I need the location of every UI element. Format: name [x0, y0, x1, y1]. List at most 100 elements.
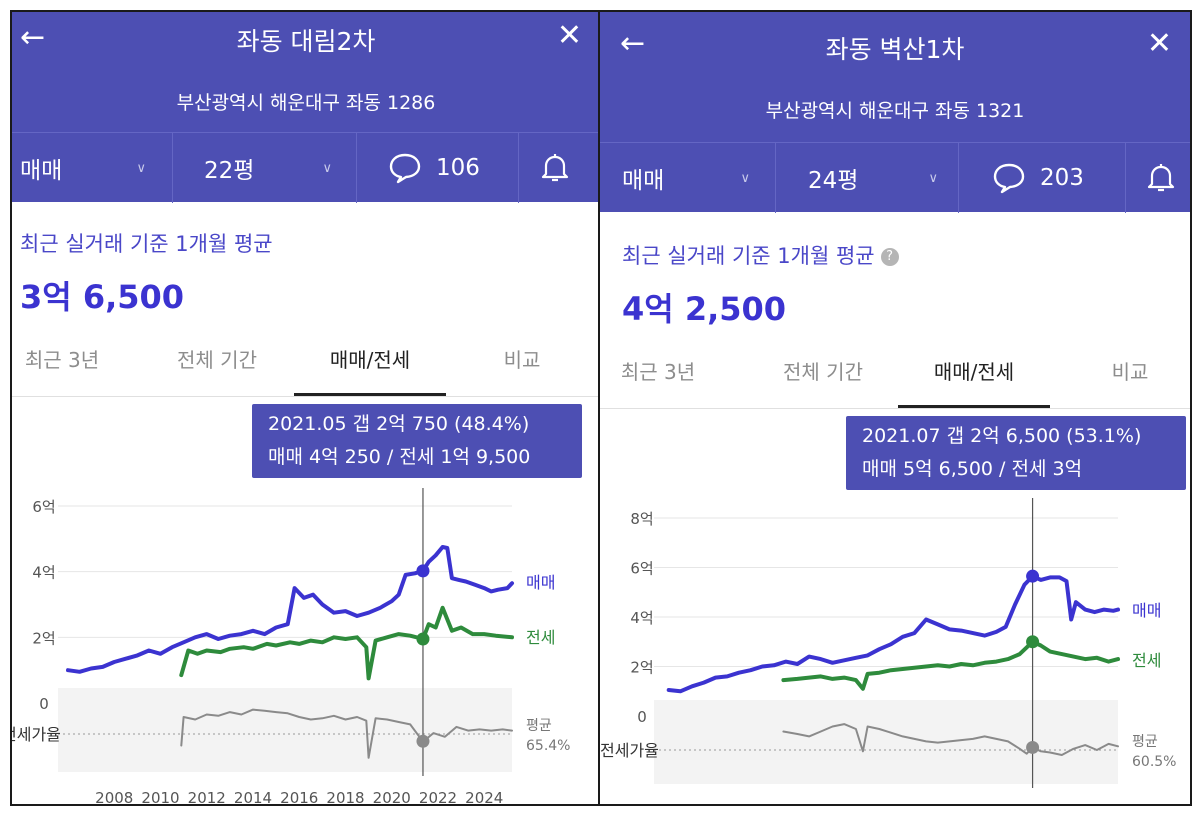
jeonse-ratio-label: 전세가율 — [12, 725, 61, 744]
right-tooltip: 2021.07 갭 2억 6,500 (53.1%) 매매 5억 6,500 /… — [846, 416, 1186, 490]
right-trade-type-select[interactable]: 매매 ∨ — [622, 143, 750, 213]
speech-bubble-icon — [993, 163, 1025, 194]
x-tick-label: 2022 — [419, 789, 457, 804]
jeonse-ratio-line — [180, 708, 513, 759]
right-comment-count: 203 — [1040, 165, 1084, 191]
chevron-down-icon: ∨ — [740, 170, 750, 186]
sale-price-line — [66, 545, 514, 674]
ratio-average-label: 평균 — [1132, 734, 1158, 750]
left-avg-value: 3억 6,500 — [20, 278, 185, 316]
x-tick-label: 2008 — [95, 789, 133, 804]
left-area-select[interactable]: 22평 ∨ — [204, 133, 332, 203]
sale-marker-dot — [1026, 569, 1040, 583]
chevron-down-icon: ∨ — [928, 170, 938, 186]
x-tick-label: 2020 — [373, 789, 411, 804]
right-toolbar: 매매 ∨ 24평 ∨ 203 — [600, 142, 1190, 213]
right-price-chart[interactable]: 02억4억6억8억2006200820102012201420162018202… — [600, 416, 1190, 804]
right-avg-label-text: 최근 실거래 기준 1개월 평균 — [622, 244, 875, 268]
close-icon[interactable]: ✕ — [556, 18, 582, 53]
y-tick-label: 6억 — [630, 560, 653, 578]
y-tick-label: 0 — [637, 708, 647, 726]
x-tick-label: 2018 — [326, 789, 364, 804]
jeonse-price-line — [179, 605, 514, 681]
left-avg-label: 최근 실거래 기준 1개월 평균 — [20, 232, 273, 256]
right-header: ← 좌동 벽산1차 ✕ 부산광역시 해운대구 좌동 1321 매매 ∨ 24평 … — [600, 12, 1190, 213]
tab-sale-jeonse[interactable]: 매매/전세 — [329, 348, 411, 372]
right-comment-button[interactable]: 203 — [992, 143, 1112, 213]
left-area-value: 22평 — [204, 158, 255, 184]
y-tick-label: 4억 — [32, 564, 55, 582]
right-bell-button[interactable] — [1146, 143, 1186, 213]
left-header: ← 좌동 대림2차 ✕ 부산광역시 해운대구 좌동 1286 매매 ∨ 22평 … — [12, 12, 600, 203]
ratio-average-value: 65.4% — [526, 738, 570, 754]
right-area-value: 24평 — [808, 168, 859, 194]
bell-icon — [1147, 164, 1175, 192]
tab-all-period[interactable]: 전체 기간 — [783, 360, 863, 384]
y-tick-label: 6억 — [32, 498, 55, 516]
right-avg-value: 4억 2,500 — [622, 290, 787, 328]
right-trade-type-value: 매매 — [622, 168, 665, 194]
active-tab-underline — [898, 405, 1050, 408]
left-bell-button[interactable] — [540, 133, 580, 203]
tooltip-line2: 매매 5억 6,500 / 전세 3억 — [862, 458, 1083, 480]
ratio-marker-dot — [1026, 740, 1040, 754]
right-address: 부산광역시 해운대구 좌동 1321 — [765, 100, 1025, 122]
jeonse-ratio-label: 전세가율 — [600, 741, 659, 760]
jeonse-marker-dot — [416, 632, 430, 646]
left-comment-button[interactable]: 106 — [388, 133, 508, 203]
tooltip-line2: 매매 4억 250 / 전세 1억 9,500 — [268, 446, 531, 468]
question-circle-icon[interactable]: ? — [880, 248, 899, 266]
left-price-chart[interactable]: 0 2억 4억 6억 2008 2010 2012 2014 2016 2018 2020 2022 2… — [12, 406, 600, 804]
close-icon[interactable]: ✕ — [1146, 26, 1172, 61]
x-tick-label: 2016 — [280, 789, 318, 804]
jeonse-marker-dot — [1026, 635, 1040, 649]
jeonse-price-line — [781, 639, 1120, 691]
right-avg-label: 최근 실거래 기준 1개월 평균? — [622, 240, 899, 270]
tab-compare[interactable]: 비교 — [1111, 360, 1149, 384]
right-panel: ← 좌동 벽산1차 ✕ 부산광역시 해운대구 좌동 1321 매매 ∨ 24평 … — [598, 10, 1192, 806]
x-tick-label: 2024 — [465, 789, 503, 804]
right-area-select[interactable]: 24평 ∨ — [808, 143, 938, 213]
ratio-average-value: 60.5% — [1132, 754, 1176, 770]
bell-icon — [541, 154, 569, 182]
x-tick-label: 2012 — [188, 789, 226, 804]
left-title: 좌동 대림2차 — [236, 27, 376, 56]
y-tick-label: 4억 — [630, 609, 653, 627]
left-toolbar: 매매 ∨ 22평 ∨ 106 — [12, 132, 600, 203]
y-tick-label: 8억 — [630, 510, 653, 528]
left-panel: ← 좌동 대림2차 ✕ 부산광역시 해운대구 좌동 1286 매매 ∨ 22평 … — [10, 10, 600, 806]
right-title: 좌동 벽산1차 — [825, 35, 965, 64]
arrow-left-icon[interactable]: ← — [620, 26, 646, 61]
tab-recent-3y[interactable]: 최근 3년 — [620, 360, 696, 384]
jeonse-series-label: 전세 — [526, 628, 555, 647]
sale-marker-dot — [416, 564, 430, 578]
left-trade-type-value: 매매 — [20, 158, 63, 184]
ratio-band — [58, 688, 512, 772]
tab-recent-3y[interactable]: 최근 3년 — [24, 348, 100, 372]
chevron-down-icon: ∨ — [322, 160, 332, 176]
ratio-band — [654, 700, 1118, 784]
ratio-marker-dot — [416, 734, 430, 748]
jeonse-series-label: 전세 — [1132, 651, 1161, 670]
left-address: 부산광역시 해운대구 좌동 1286 — [176, 92, 436, 114]
tab-sale-jeonse[interactable]: 매매/전세 — [933, 360, 1015, 384]
left-comment-count: 106 — [436, 155, 480, 181]
x-tick-label: 2014 — [234, 789, 272, 804]
speech-bubble-icon — [389, 153, 421, 184]
sale-series-label: 매매 — [526, 573, 555, 592]
tooltip-line1: 2021.05 갭 2억 750 (48.4%) — [268, 413, 530, 435]
left-tooltip: 2021.05 갭 2억 750 (48.4%) 매매 4억 250 / 전세 … — [252, 404, 582, 478]
tab-compare[interactable]: 비교 — [503, 348, 541, 372]
chevron-down-icon: ∨ — [136, 160, 146, 176]
jeonse-ratio-line — [782, 723, 1119, 756]
y-tick-label: 2억 — [630, 659, 653, 677]
tab-all-period[interactable]: 전체 기간 — [177, 348, 257, 372]
sale-series-label: 매매 — [1132, 601, 1161, 620]
y-tick-label: 0 — [39, 695, 49, 713]
left-trade-type-select[interactable]: 매매 ∨ — [20, 133, 146, 203]
arrow-left-icon[interactable]: ← — [20, 20, 46, 55]
tooltip-line1: 2021.07 갭 2억 6,500 (53.1%) — [862, 425, 1142, 447]
x-tick-label: 2010 — [141, 789, 179, 804]
ratio-average-label: 평균 — [526, 718, 552, 734]
sale-price-line — [666, 574, 1120, 694]
